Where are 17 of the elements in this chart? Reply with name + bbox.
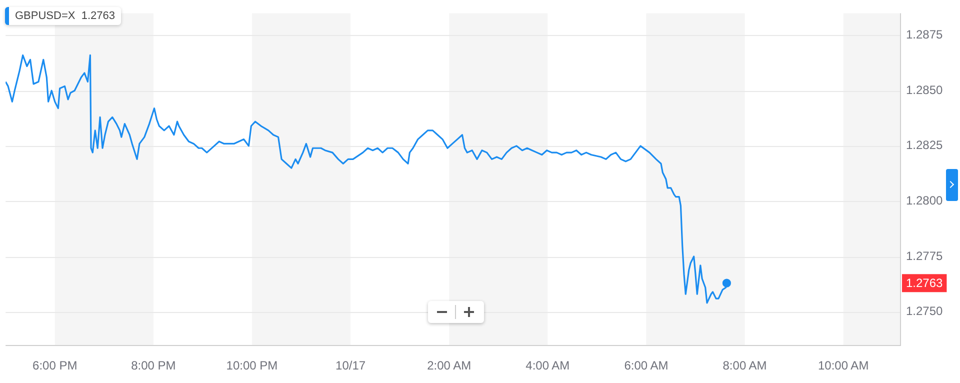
x-tick-label: 10:00 PM <box>226 358 278 373</box>
annotation: GBPUSD=X 1.2763 <box>5 7 121 25</box>
x-tick-label: 6:00 PM <box>32 358 78 373</box>
y-tick-label: 1.2775 <box>906 248 944 263</box>
text: 1.2763 <box>906 276 944 290</box>
y-tick-label: 1.2850 <box>906 82 944 97</box>
x-tick-label: 10:00 AM <box>818 358 869 373</box>
x-tick-label: 6:00 AM <box>624 358 668 373</box>
x-tick-label: 4:00 AM <box>526 358 570 373</box>
y-tick-label: 1.2750 <box>906 304 944 318</box>
x-tick-label: 8:00 PM <box>131 358 176 373</box>
x-tick-label: 2:00 AM <box>427 358 472 373</box>
x-tick-label: 8:00 AM <box>722 358 767 373</box>
x-tick-label: 10/17 <box>336 358 366 373</box>
y-tick-label: 1.2800 <box>906 194 944 208</box>
y-tick-label: 1.2825 <box>906 138 944 152</box>
y-tick-label: 1.2875 <box>906 28 944 42</box>
